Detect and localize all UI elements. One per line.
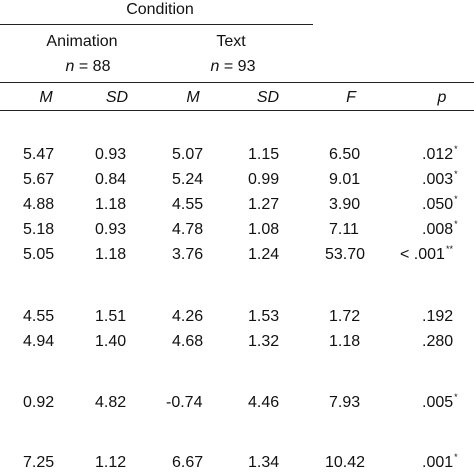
cell-m-animation: 7.25 (23, 454, 55, 471)
cell-sd-animation: 1.18 (95, 246, 127, 263)
cell-p: .192 (422, 308, 454, 325)
header-rule-top (0, 82, 474, 83)
condition-header: Condition (126, 1, 194, 18)
cell-m-animation: 0.92 (23, 394, 55, 411)
cell-sd-text: 1.34 (248, 454, 280, 471)
cell-sd-text: 1.15 (248, 146, 280, 163)
cell-p: .280 (422, 333, 454, 350)
cell-p: .050* (422, 194, 458, 214)
col-header-f: F (346, 89, 356, 106)
cell-p: .008* (422, 219, 458, 239)
cell-sd-animation: 1.18 (95, 196, 127, 213)
cell-m-animation: 5.67 (23, 171, 55, 188)
cell-sd-text: 1.53 (248, 308, 280, 325)
cell-m-text: 6.67 (172, 454, 204, 471)
cell-m-text: 3.76 (172, 246, 204, 263)
cell-m-animation: 5.18 (23, 221, 55, 238)
header-rule-bottom (0, 110, 474, 111)
condition-rule (0, 24, 313, 25)
cell-sd-text: 0.99 (248, 171, 280, 188)
cell-f: 1.18 (329, 333, 361, 350)
cell-m-text: 4.68 (172, 333, 204, 350)
col-header-sd-text: SD (256, 89, 280, 106)
cell-m-text: 4.26 (172, 308, 204, 325)
cell-sd-animation: 1.40 (95, 333, 127, 350)
cell-sd-animation: 4.82 (95, 394, 127, 411)
cell-f: 9.01 (329, 171, 361, 188)
cell-sd-animation: 0.93 (95, 146, 127, 163)
group-animation-label: Animation (46, 33, 118, 50)
cell-sd-animation: 0.84 (95, 171, 127, 188)
cell-p: .001* (422, 452, 458, 472)
col-header-p: p (437, 89, 447, 106)
cell-f: 10.42 (325, 454, 366, 471)
cell-sd-animation: 1.51 (95, 308, 127, 325)
group-animation-n: n = 88 (65, 58, 111, 75)
cell-f: 6.50 (329, 146, 361, 163)
cell-m-text: -0.74 (166, 394, 203, 411)
cell-p: .012* (422, 144, 458, 164)
cell-m-animation: 4.94 (23, 333, 55, 350)
cell-sd-text: 1.24 (248, 246, 280, 263)
cell-sd-text: 1.08 (248, 221, 280, 238)
cell-sd-animation: 1.12 (95, 454, 127, 471)
cell-p: .003* (422, 169, 458, 189)
cell-p: .005* (422, 392, 458, 412)
cell-m-text: 4.78 (172, 221, 204, 238)
cell-f: 3.90 (329, 196, 361, 213)
cell-f: 7.93 (329, 394, 361, 411)
cell-f: 7.11 (329, 221, 359, 238)
cell-m-animation: 4.88 (23, 196, 55, 213)
cell-p: < .001** (400, 244, 453, 264)
col-header-sd-animation: SD (105, 89, 129, 106)
cell-m-text: 4.55 (172, 196, 204, 213)
cell-sd-text: 1.27 (248, 196, 280, 213)
group-text-label: Text (216, 33, 246, 50)
cell-m-animation: 5.05 (23, 246, 55, 263)
cell-m-text: 5.24 (172, 171, 204, 188)
cell-m-animation: 5.47 (23, 146, 55, 163)
cell-f: 53.70 (325, 246, 366, 263)
col-header-m-text: M (186, 89, 200, 106)
cell-m-text: 5.07 (172, 146, 204, 163)
cell-sd-text: 4.46 (248, 394, 280, 411)
col-header-m-animation: M (39, 89, 53, 106)
cell-sd-text: 1.32 (248, 333, 280, 350)
cell-sd-animation: 0.93 (95, 221, 127, 238)
group-text-n: n = 93 (210, 58, 256, 75)
cell-f: 1.72 (329, 308, 361, 325)
cell-m-animation: 4.55 (23, 308, 55, 325)
